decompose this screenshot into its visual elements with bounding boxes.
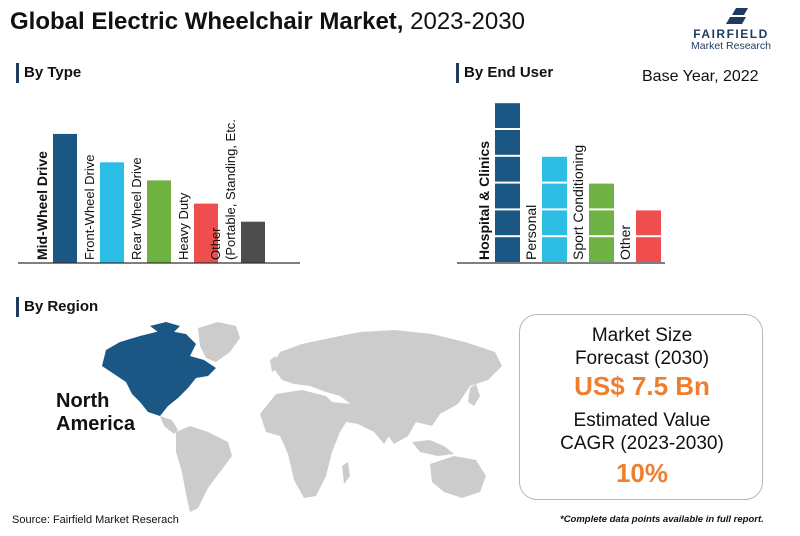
map-north-america (102, 330, 216, 416)
region-section-bar (16, 297, 19, 317)
section-title-end-user: By End User (464, 64, 554, 81)
end-user-bar-1-segment-3 (542, 156, 567, 182)
end-user-section-bar (456, 63, 459, 83)
highlight-region-text: North America (56, 390, 135, 435)
world-map (102, 322, 502, 512)
map-japan (468, 384, 480, 406)
map-arabia-india (332, 402, 390, 444)
highlight-region-label: North America (56, 390, 166, 436)
end-user-bar-3-segment-1 (636, 210, 661, 236)
type-label-3: Heavy Duty (176, 192, 191, 260)
end-user-bar-0-segment-2 (495, 183, 520, 209)
type-bar-0 (53, 133, 77, 263)
end-user-bar-chart: Hospital & Clinics Personal Sport Conditio… (457, 103, 665, 264)
type-bar-3 (194, 203, 218, 263)
type-bar-chart: Mid-Wheel Drive Front-Wheel Drive Rear Whe… (18, 119, 300, 264)
cagr-value: 10% (615, 458, 669, 488)
type-bar-2 (147, 180, 171, 263)
map-arctic-islands (150, 322, 180, 332)
logo-name: FAIRFIELD (693, 27, 769, 41)
type-bar-4 (241, 221, 265, 263)
page-title: Global Electric Wheelchair Market, 2023-… (10, 8, 525, 36)
map-greenland (198, 322, 240, 362)
title-main: Global Electric Wheelchair Market, (10, 8, 404, 35)
end-user-bar-2-segment-0 (589, 237, 614, 262)
type-label-4-0: Other (208, 227, 223, 260)
market-size-value: US$ 7.5 Bn (574, 371, 710, 401)
map-south-america (176, 426, 232, 512)
kpi-panel: Market Size Forecast (2030) US$ 7.5 Bn E… (519, 314, 763, 500)
section-title-region: By Region (24, 298, 99, 315)
end-user-bar-1-segment-2 (542, 183, 567, 209)
section-title-type: By Type (24, 64, 82, 81)
end-user-bar-0-segment-1 (495, 210, 520, 236)
end-user-label-0: Hospital & Clinics (476, 141, 492, 260)
end-user-bar-1-segment-0 (542, 237, 567, 262)
type-bar-1 (100, 162, 124, 263)
end-user-bar-0-segment-0 (495, 237, 520, 262)
end-user-label-2: Sport Conditioning (570, 145, 586, 260)
end-user-bar-2-segment-1 (589, 210, 614, 236)
map-eurasia (272, 330, 502, 444)
footnote: *Complete data points available in full … (560, 514, 764, 525)
map-madagascar (342, 462, 350, 484)
map-africa (260, 390, 350, 498)
type-label-0: Mid-Wheel Drive (34, 151, 50, 260)
type-label-4-1: (Portable, Standing, Etc. (223, 119, 238, 260)
end-user-label-3: Other (617, 225, 633, 260)
end-user-bar-0-segment-3 (495, 156, 520, 182)
end-user-bar-1-segment-1 (542, 210, 567, 236)
title-years: 2023-2030 (403, 8, 525, 35)
type-section-bar (16, 63, 19, 83)
end-user-bar-0-segment-5 (495, 103, 520, 128)
type-label-1: Front-Wheel Drive (82, 155, 97, 260)
end-user-bar-3-segment-0 (636, 237, 661, 262)
cagr-label-1: Estimated Value (573, 410, 711, 431)
type-label-2: Rear Wheel Drive (129, 157, 144, 260)
end-user-bar-2-segment-2 (589, 183, 614, 209)
cagr-label-2: CAGR (2023-2030) (560, 433, 724, 454)
end-user-bar-0-segment-4 (495, 130, 520, 155)
map-southeast-asia (412, 440, 454, 456)
logo-subtitle: Market Research (691, 40, 771, 52)
market-size-label-2: Forecast (2030) (574, 348, 710, 369)
map-central-america (160, 416, 178, 434)
map-australia (430, 456, 486, 498)
base-year-label: Base Year, 2022 (642, 68, 759, 85)
map-uk (270, 356, 278, 372)
fairfield-logo-icon (726, 8, 748, 24)
end-user-label-1: Personal (523, 205, 539, 260)
source-note: Source: Fairfield Market Reserach (12, 514, 179, 526)
market-size-label-1: Market Size (591, 325, 693, 346)
